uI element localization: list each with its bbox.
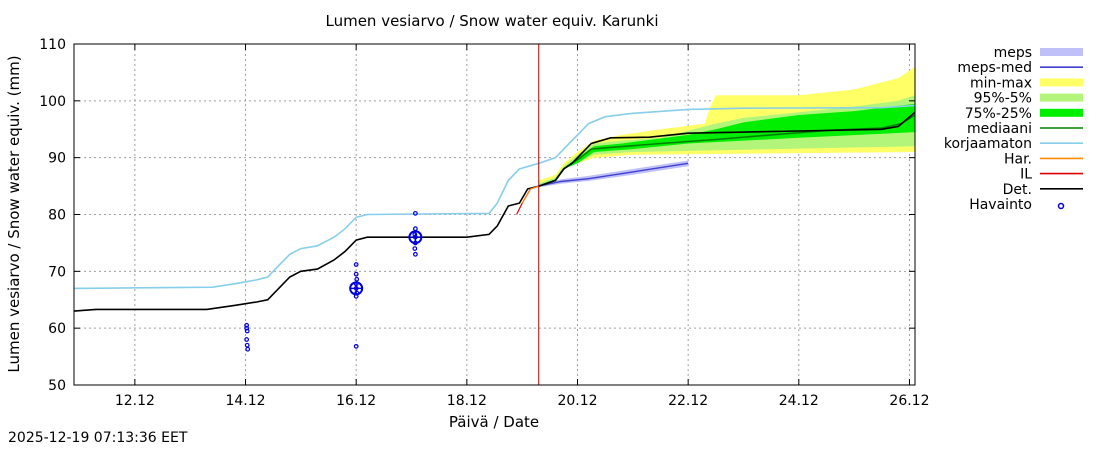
observation-point — [245, 346, 251, 352]
y-tick-label: 70 — [48, 264, 66, 280]
observation-point — [412, 226, 418, 232]
band-meps — [538, 160, 689, 188]
observation-point — [244, 342, 250, 348]
observation-point — [244, 325, 250, 331]
y-tick-label: 100 — [39, 94, 66, 110]
x-tick-label: 12.12 — [115, 393, 155, 409]
line-korjaamaton — [73, 104, 916, 290]
legend-swatch-p75_25 — [1040, 108, 1083, 117]
legend-label-p95_5: 95%-5% — [974, 91, 1032, 107]
x-tick-label: 24.12 — [779, 393, 819, 409]
legend-label-p75_25: 75%-25% — [965, 106, 1032, 122]
observation-point — [412, 246, 418, 252]
line-det — [73, 185, 539, 312]
legend-swatch-minmax — [1040, 78, 1083, 87]
legend-label-meps: meps — [994, 45, 1032, 61]
legend-swatch-p95_5 — [1040, 93, 1083, 102]
legend-label-minmax: min-max — [970, 75, 1032, 91]
line-det-forecast — [538, 111, 916, 187]
observation-point — [244, 328, 250, 334]
legend-label-har: Har. — [1004, 151, 1032, 167]
observation-point — [412, 251, 418, 257]
timestamp: 2025-12-19 07:13:36 EET — [8, 430, 188, 446]
observation-point — [353, 262, 359, 267]
legend-label-meps_med: meps-med — [957, 60, 1032, 76]
y-tick-label: 110 — [39, 37, 66, 53]
y-tick-label: 50 — [48, 378, 66, 394]
y-tick-label: 90 — [48, 151, 66, 167]
x-tick-label: 20.12 — [557, 393, 597, 409]
observation-point — [353, 343, 359, 349]
x-tick-label: 22.12 — [668, 393, 708, 409]
legend-swatch-meps — [1040, 48, 1083, 56]
observation-point — [354, 276, 360, 282]
observation-point — [244, 337, 250, 342]
legend-label-korjaamaton: korjaamaton — [944, 136, 1032, 152]
legend-label-il: IL — [1020, 167, 1032, 183]
legend-label-det: Det. — [1003, 182, 1032, 198]
x-axis-label: Päivä / Date — [449, 413, 539, 431]
legend: mepsmeps-medmin-max95%-5%75%-25%mediaani… — [944, 45, 1083, 213]
line-meps-med — [538, 162, 689, 187]
y-tick-label: 60 — [48, 321, 66, 337]
chart-title: Lumen vesiarvo / Snow water equiv. Karun… — [325, 12, 658, 30]
line-har — [521, 185, 539, 204]
x-tick-label: 16.12 — [336, 393, 376, 409]
observation-point — [353, 271, 359, 277]
y-tick-label: 80 — [48, 208, 66, 224]
x-tick-label: 18.12 — [447, 393, 487, 409]
legend-swatch-havainto — [1057, 202, 1065, 210]
x-tick-label: 26.12 — [889, 393, 929, 409]
observation-point — [244, 322, 250, 328]
plot-area: 50 60 70 80 90 100 110 12.12 14.12 16.12 18.12 20.1… — [39, 37, 929, 409]
legend-label-mediaani: mediaani — [967, 121, 1032, 137]
band-75-25 — [538, 103, 915, 187]
y-axis-label: Lumen vesiarvo / Snow water equiv. (mm) — [5, 55, 23, 372]
observation-point — [412, 210, 418, 216]
legend-label-havainto: Havainto — [969, 197, 1032, 213]
x-tick-label: 14.12 — [225, 393, 265, 409]
